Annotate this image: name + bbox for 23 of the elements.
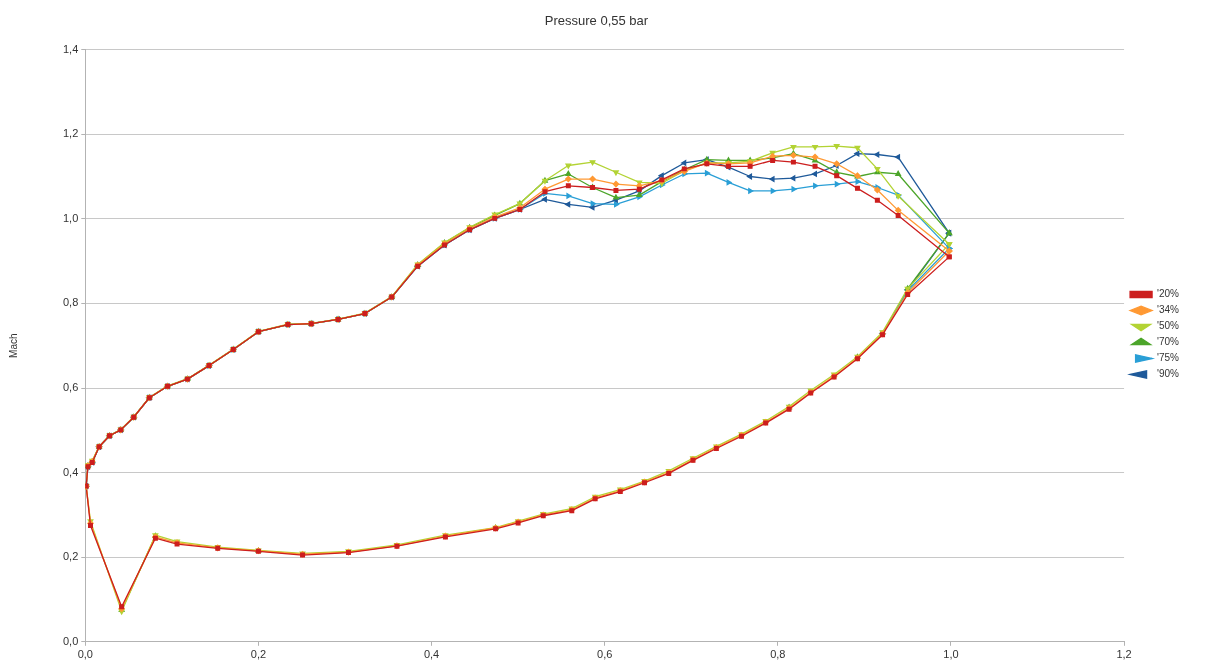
y-tick-label: 0,2: [62, 550, 79, 563]
x-tick-label: 0,4: [423, 648, 440, 661]
legend-label: '34%: [1157, 304, 1180, 316]
x-tick-label: 0,8: [770, 648, 786, 661]
x-tick-label: 0,0: [77, 648, 93, 661]
legend-label: '70%: [1157, 336, 1180, 348]
y-tick-label: 1,0: [62, 211, 79, 224]
y-tick-label: 1,4: [62, 42, 79, 55]
y-tick-label: 0,6: [62, 381, 79, 394]
chart-title: Pressure 0,55 bar: [544, 13, 649, 29]
y-axis-title: Mach: [7, 333, 19, 358]
y-tick-label: 1,2: [62, 127, 79, 140]
legend-label: '75%: [1157, 352, 1180, 364]
x-tick-label: 0,6: [597, 648, 613, 661]
legend-label: '90%: [1157, 368, 1180, 380]
x-tick-label: 1,2: [1116, 648, 1132, 661]
legend-label: '50%: [1157, 320, 1180, 332]
y-tick-label: 0,0: [62, 634, 79, 647]
x-tick-label: 1,0: [943, 648, 959, 661]
y-tick-label: 0,4: [62, 465, 79, 478]
x-tick-label: 0,2: [250, 648, 267, 661]
legend-label: '20%: [1157, 288, 1180, 300]
y-tick-label: 0,8: [62, 296, 79, 309]
